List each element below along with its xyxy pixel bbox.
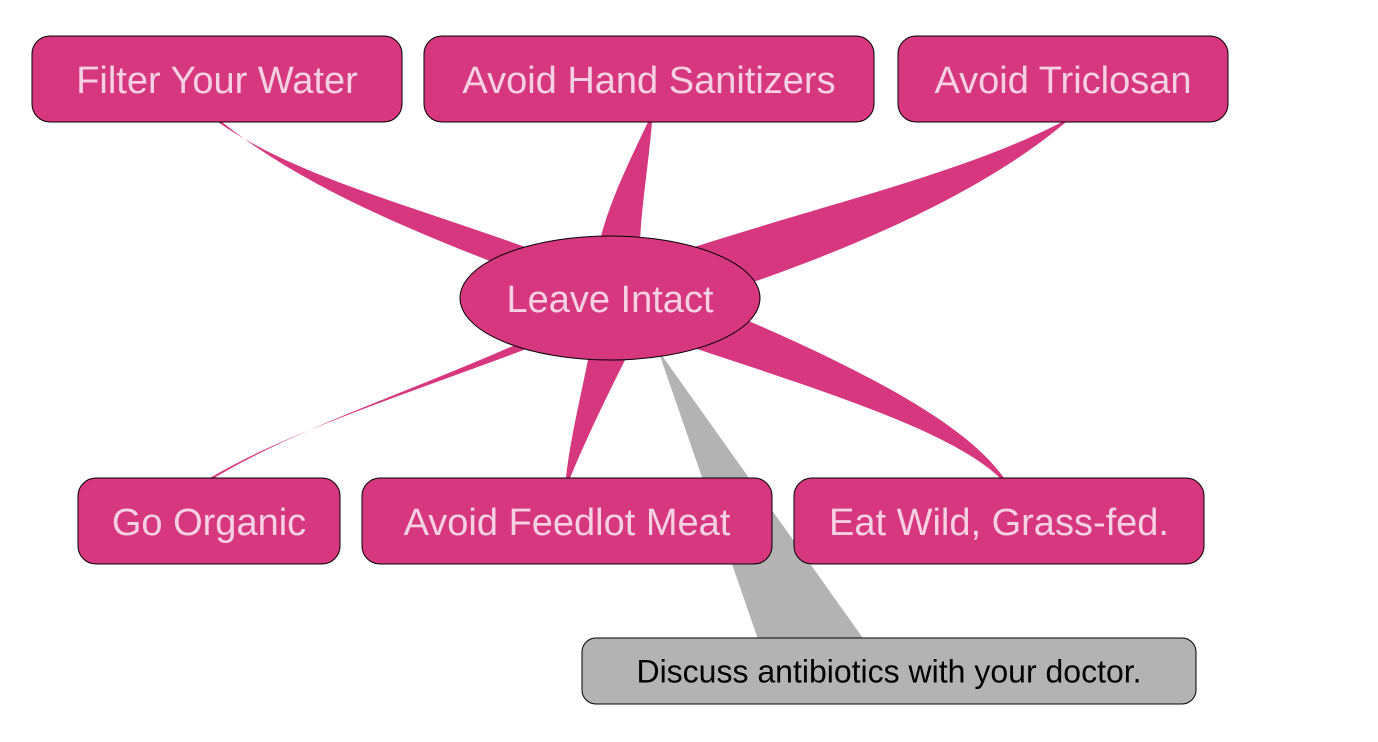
node-filter-label: Filter Your Water [76, 60, 358, 102]
connector-hand [600, 122, 652, 250]
node-organic-label: Go Organic [112, 502, 306, 544]
mindmap-canvas: Leave Intact Filter Your Water Avoid Han… [0, 0, 1378, 742]
node-wild-label: Eat Wild, Grass-fed. [829, 502, 1169, 544]
center-node-label: Leave Intact [506, 279, 713, 321]
node-hand-label: Avoid Hand Sanitizers [462, 60, 835, 102]
callout-label: Discuss antibiotics with your doctor. [636, 653, 1141, 689]
connector-feedlot [566, 350, 630, 478]
node-triclosan-label: Avoid Triclosan [935, 60, 1192, 102]
node-feedlot-label: Avoid Feedlot Meat [404, 502, 731, 544]
